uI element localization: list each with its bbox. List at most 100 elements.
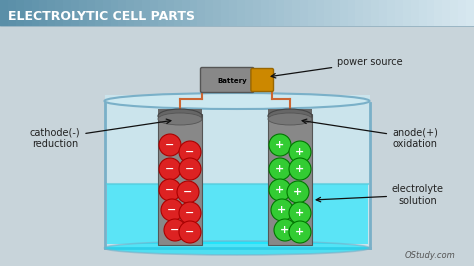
Text: −: − xyxy=(185,208,195,218)
Text: +: + xyxy=(295,208,305,218)
Bar xyxy=(442,0,450,26)
Text: ELECTROLYTIC CELL PARTS: ELECTROLYTIC CELL PARTS xyxy=(8,10,195,23)
Circle shape xyxy=(161,199,183,221)
Bar xyxy=(237,0,245,26)
Bar xyxy=(261,0,269,26)
Text: +: + xyxy=(281,225,290,235)
Bar xyxy=(174,0,182,26)
Text: −: − xyxy=(185,147,195,157)
Circle shape xyxy=(177,181,199,203)
Text: −: − xyxy=(167,205,177,215)
Text: power source: power source xyxy=(271,57,403,78)
Text: +: + xyxy=(293,187,302,197)
Circle shape xyxy=(289,141,311,163)
Circle shape xyxy=(159,134,181,156)
Bar xyxy=(87,0,95,26)
Bar xyxy=(221,0,229,26)
Bar xyxy=(205,0,213,26)
FancyBboxPatch shape xyxy=(201,68,254,93)
Text: Battery: Battery xyxy=(217,78,247,84)
Bar xyxy=(63,0,71,26)
Bar xyxy=(71,0,79,26)
Circle shape xyxy=(159,158,181,180)
Bar xyxy=(450,0,458,26)
Bar xyxy=(340,0,347,26)
Text: +: + xyxy=(277,205,287,215)
Text: −: − xyxy=(185,227,195,237)
Circle shape xyxy=(179,202,201,224)
Bar xyxy=(292,0,300,26)
Bar xyxy=(8,0,16,26)
Bar xyxy=(300,0,308,26)
Bar xyxy=(268,114,312,245)
Bar xyxy=(32,0,39,26)
Text: +: + xyxy=(275,185,284,195)
Circle shape xyxy=(271,199,293,221)
Bar xyxy=(395,0,403,26)
Text: anode(+)
oxidation: anode(+) oxidation xyxy=(302,119,438,149)
Text: +: + xyxy=(295,164,305,174)
Bar xyxy=(276,0,284,26)
Circle shape xyxy=(179,141,201,163)
Circle shape xyxy=(274,219,296,241)
Text: +: + xyxy=(295,147,305,157)
Bar xyxy=(158,0,166,26)
Bar xyxy=(427,0,435,26)
Bar xyxy=(269,0,276,26)
Bar xyxy=(105,95,370,248)
Bar xyxy=(182,0,190,26)
Bar xyxy=(371,0,379,26)
Circle shape xyxy=(289,158,311,180)
Text: −: − xyxy=(185,164,195,174)
Bar xyxy=(466,0,474,26)
Text: +: + xyxy=(275,164,284,174)
Ellipse shape xyxy=(268,113,312,125)
Bar xyxy=(110,0,118,26)
Circle shape xyxy=(269,134,291,156)
Bar xyxy=(134,0,142,26)
Text: −: − xyxy=(165,140,175,150)
Bar xyxy=(308,0,316,26)
FancyBboxPatch shape xyxy=(251,69,273,92)
Text: −: − xyxy=(183,187,193,197)
Bar xyxy=(95,0,103,26)
Bar xyxy=(268,109,312,119)
Bar xyxy=(332,0,340,26)
Bar xyxy=(158,114,202,245)
Bar xyxy=(103,0,110,26)
Circle shape xyxy=(179,221,201,243)
Bar xyxy=(166,0,174,26)
Bar xyxy=(79,0,87,26)
Bar xyxy=(118,0,127,26)
Circle shape xyxy=(287,181,309,203)
Circle shape xyxy=(269,179,291,201)
Bar xyxy=(387,0,395,26)
Bar xyxy=(47,0,55,26)
Text: −: − xyxy=(165,185,175,195)
Bar xyxy=(127,0,134,26)
Bar xyxy=(55,0,63,26)
Ellipse shape xyxy=(158,113,202,125)
Bar xyxy=(435,0,442,26)
Bar xyxy=(150,0,158,26)
Bar xyxy=(24,0,32,26)
Bar xyxy=(284,0,292,26)
Text: +: + xyxy=(275,140,284,150)
Bar xyxy=(213,0,221,26)
Text: electrolyte
solution: electrolyte solution xyxy=(316,184,444,206)
Bar xyxy=(16,0,24,26)
Ellipse shape xyxy=(268,109,312,123)
Bar xyxy=(39,0,47,26)
Text: −: − xyxy=(170,225,180,235)
Bar xyxy=(245,0,253,26)
Bar xyxy=(253,0,261,26)
Bar xyxy=(379,0,387,26)
Bar xyxy=(198,0,205,26)
Text: −: − xyxy=(165,164,175,174)
Ellipse shape xyxy=(158,109,202,123)
Bar xyxy=(458,0,466,26)
Circle shape xyxy=(289,202,311,224)
Bar xyxy=(403,0,411,26)
Text: cathode(-)
reduction: cathode(-) reduction xyxy=(30,119,171,149)
Bar xyxy=(0,0,8,26)
